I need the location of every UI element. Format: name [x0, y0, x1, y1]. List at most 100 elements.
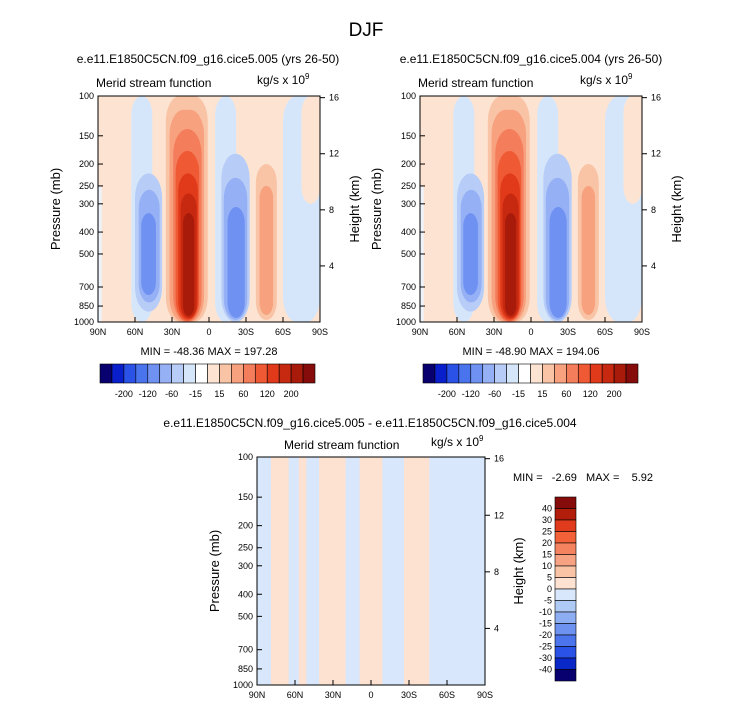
field-cell — [259, 185, 274, 315]
colorbar-label: 200 — [607, 389, 622, 399]
field-cell — [623, 96, 642, 204]
colorbar-swatch — [422, 363, 436, 384]
pressure-tick-label: 700 — [238, 645, 253, 655]
colorbar-swatch — [219, 363, 232, 384]
colorbar-label: -30 — [539, 653, 552, 663]
panel-left-case-title: e.e11.E1850C5CN.f09_g16.cice5.005 (yrs 2… — [77, 52, 340, 66]
panel-left-var-label: Merid stream function — [96, 76, 211, 90]
panel-diff-units: kg/s x 109 — [431, 434, 484, 449]
colorbar-label: -15 — [189, 389, 202, 399]
colorbar-label: -15 — [512, 389, 525, 399]
colorbar-swatch — [494, 363, 507, 384]
colorbar-swatch — [530, 363, 543, 384]
colorbar-swatch — [207, 363, 220, 384]
panel-diff-y-label: Pressure (mb) — [207, 530, 222, 612]
panel-diff-x-axis: 90N 60N 30N 0 30S 60S 90S — [249, 680, 493, 700]
panel-diff: e.e11.E1850C5CN.f09_g16.cice5.005 - e.e1… — [163, 416, 653, 700]
pressure-tick-label: 850 — [79, 301, 94, 311]
colorbar-swatch — [613, 363, 627, 384]
colorbar-swatch — [554, 634, 577, 647]
colorbar-label: -25 — [539, 642, 552, 652]
height-tick-label: 16 — [651, 93, 661, 103]
pressure-tick-label: 200 — [79, 159, 94, 169]
colorbar-label: -120 — [139, 389, 157, 399]
colorbar-label: 200 — [284, 389, 299, 399]
panel-right-min-max: MIN = -48.90 MAX = 194.06 — [463, 346, 600, 358]
x-tick-label: 60N — [287, 690, 304, 700]
pressure-tick-label: 850 — [401, 301, 416, 311]
pressure-tick-label: 400 — [79, 227, 94, 237]
pressure-tick-label: 700 — [79, 282, 94, 292]
height-tick-label: 8 — [329, 205, 334, 215]
panel-right-y-label: Pressure (mb) — [369, 168, 384, 250]
panel-diff-min-max: MIN = -2.69 MAX = 5.92 — [513, 472, 653, 484]
pressure-tick-label: 250 — [238, 543, 253, 553]
colorbar-label: -200 — [115, 389, 133, 399]
field-cell — [183, 213, 195, 316]
colorbar-label: 25 — [542, 527, 552, 537]
pressure-tick-label: 500 — [238, 611, 253, 621]
colorbar-swatch — [183, 363, 196, 384]
x-tick-label: 90S — [312, 327, 328, 337]
colorbar-swatch — [506, 363, 519, 384]
colorbar-swatch — [482, 363, 495, 384]
height-tick-label: 8 — [651, 205, 656, 215]
panel-right-field — [420, 96, 642, 322]
colorbar-swatch — [123, 363, 137, 384]
pressure-tick-label: 150 — [401, 131, 416, 141]
colorbar-label: -15 — [539, 619, 552, 629]
x-tick-label: 30S — [238, 327, 254, 337]
field-cell — [301, 96, 320, 204]
height-tick-label: 12 — [651, 149, 661, 159]
colorbar-label: -10 — [539, 607, 552, 617]
colorbar-swatch — [601, 363, 615, 384]
panel-right-var-label: Merid stream function — [418, 76, 533, 90]
x-tick-label: 30N — [486, 327, 503, 337]
colorbar-swatch — [290, 363, 304, 384]
height-tick-label: 4 — [494, 623, 499, 633]
x-tick-label: 60N — [449, 327, 466, 337]
pressure-tick-label: 300 — [79, 199, 94, 209]
colorbar-swatch — [554, 531, 577, 544]
colorbar-swatch — [195, 363, 208, 384]
colorbar-swatch — [554, 657, 577, 670]
x-tick-label: 30S — [560, 327, 576, 337]
colorbar-swatch — [554, 554, 577, 567]
height-tick-label: 16 — [329, 93, 339, 103]
colorbar-swatch — [147, 363, 161, 384]
x-tick-label: 60S — [597, 327, 613, 337]
pressure-tick-label: 150 — [79, 131, 94, 141]
panel-right-case-title: e.e11.E1850C5CN.f09_g16.cice5.004 (yrs 2… — [400, 52, 663, 66]
colorbar-swatch — [554, 611, 577, 624]
panel-right-height-axis: 4 8 12 16 — [642, 93, 661, 271]
field-band — [306, 457, 320, 685]
panel-diff-height-axis: 4 8 12 16 — [485, 454, 504, 633]
colorbar-swatch — [470, 363, 484, 384]
pressure-tick-label: 500 — [401, 249, 416, 259]
field-cell — [463, 213, 478, 296]
field-cell — [505, 213, 517, 316]
x-tick-label: 90N — [249, 690, 266, 700]
colorbar-swatch — [554, 577, 577, 590]
colorbar-swatch — [554, 669, 577, 682]
field-band — [288, 457, 299, 685]
x-tick-label: 0 — [206, 327, 211, 337]
x-tick-label: 0 — [368, 690, 373, 700]
field-band — [345, 457, 360, 685]
panel-left-y2-label: Height (km) — [347, 175, 362, 242]
colorbar-swatch — [171, 363, 184, 384]
colorbar-swatch — [542, 363, 555, 384]
pressure-tick-label: 400 — [238, 589, 253, 599]
colorbar-swatch — [577, 363, 591, 384]
colorbar-swatch — [434, 363, 448, 384]
colorbar-label: 120 — [583, 389, 598, 399]
height-tick-label: 12 — [494, 510, 504, 520]
pressure-tick-label: 250 — [79, 181, 94, 191]
panel-left-field — [98, 96, 320, 322]
colorbar-swatch — [554, 646, 577, 659]
panel-left-colorbar: -200 -120 -60 -15 15 60 120 200 — [99, 363, 316, 399]
pressure-tick-label: 200 — [401, 159, 416, 169]
colorbar-label: -5 — [544, 596, 552, 606]
